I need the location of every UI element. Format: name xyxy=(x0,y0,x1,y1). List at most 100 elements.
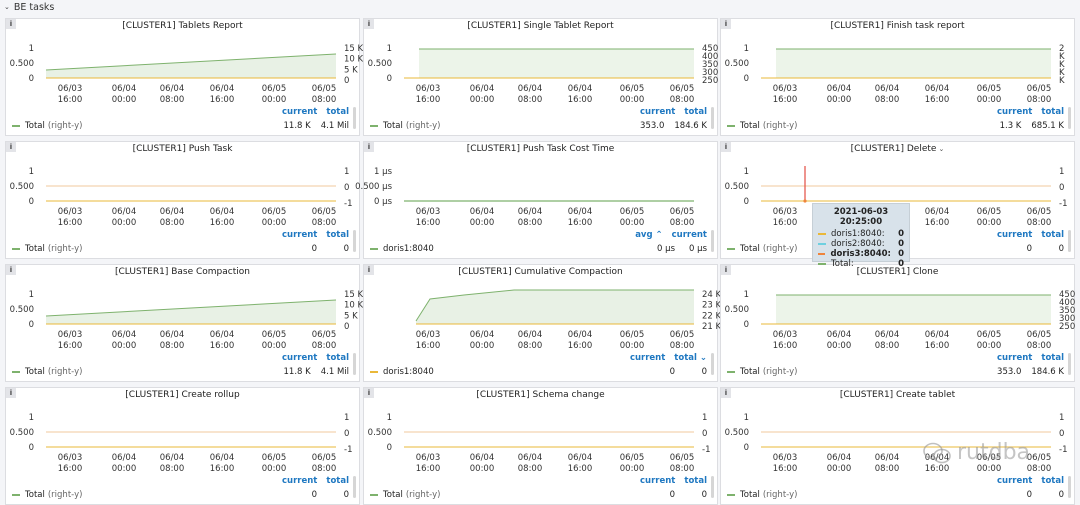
legend-series[interactable]: doris1:8040 0 0 xyxy=(370,367,707,377)
legend-scrollbar[interactable] xyxy=(1068,230,1071,252)
info-icon[interactable]: i xyxy=(721,388,731,398)
series-swatch[interactable] xyxy=(12,125,20,127)
graph-plot[interactable]: 10.500010-106/0316:0006/0400:0006/0408:0… xyxy=(6,402,361,482)
legend-series-label[interactable]: Total (right-y) xyxy=(25,121,284,131)
legend-column-header[interactable]: total xyxy=(684,107,707,117)
series-swatch[interactable] xyxy=(370,371,378,373)
info-icon[interactable]: i xyxy=(6,19,16,29)
legend-column-header[interactable]: current xyxy=(282,230,318,240)
row-header-be-tasks[interactable]: ⌄ BE tasks xyxy=(0,0,1080,14)
legend-series[interactable]: Total (right-y) 0 0 xyxy=(727,244,1064,254)
graph-plot[interactable]: 10.500045040035030025006/0316:0006/0400:… xyxy=(721,279,1076,359)
graph-plot[interactable]: 10.50002KKKK06/0316:0006/0400:0006/0408:… xyxy=(721,33,1076,113)
graph-panel[interactable]: i [CLUSTER1] Create rollup 1 0.500 0 1 0 -1 06/0… xyxy=(5,387,360,505)
legend-series-label[interactable]: Total (right-y) xyxy=(25,244,295,254)
panel-title[interactable]: [CLUSTER1] Create rollup xyxy=(6,390,359,400)
series-swatch[interactable] xyxy=(12,248,20,250)
legend-column-header[interactable]: current xyxy=(671,230,707,240)
info-icon[interactable]: i xyxy=(6,265,16,275)
legend-scrollbar[interactable] xyxy=(353,353,356,375)
legend-series[interactable]: Total (right-y) 11.8 K 4.1 Mil xyxy=(12,367,349,377)
legend-column-header[interactable]: current xyxy=(997,230,1033,240)
legend-series[interactable]: doris1:8040 0 µs 0 µs xyxy=(370,244,707,254)
panel-title[interactable]: [CLUSTER1] Base Compaction xyxy=(6,267,359,277)
graph-plot[interactable]: 10.500010-106/0316:0006/0400:0006/0408:0… xyxy=(364,402,719,482)
legend-series-label[interactable]: Total (right-y) xyxy=(740,244,1010,254)
legend-column-header[interactable]: total ⌄ xyxy=(674,353,707,363)
series-swatch[interactable] xyxy=(727,494,735,496)
series-swatch[interactable] xyxy=(727,125,735,127)
legend-scrollbar[interactable] xyxy=(353,230,356,252)
panel-title[interactable]: [CLUSTER1] Cumulative Compaction xyxy=(364,267,717,277)
legend-series-label[interactable]: Total (right-y) xyxy=(383,121,640,131)
panel-title[interactable]: [CLUSTER1] Push Task xyxy=(6,144,359,154)
legend-column-header[interactable]: total xyxy=(1041,107,1064,117)
legend-series-label[interactable]: Total (right-y) xyxy=(25,490,295,500)
legend-series-label[interactable]: doris1:8040 xyxy=(383,367,653,377)
panel-title[interactable]: [CLUSTER1] Create tablet xyxy=(721,390,1074,400)
legend-series-label[interactable]: Total (right-y) xyxy=(383,490,653,500)
info-icon[interactable]: i xyxy=(364,388,374,398)
panel-title[interactable]: [CLUSTER1] Single Tablet Report xyxy=(364,21,717,31)
legend-scrollbar[interactable] xyxy=(711,107,714,129)
legend-column-header[interactable]: current xyxy=(282,107,318,117)
legend-column-header[interactable]: current xyxy=(997,476,1033,486)
series-swatch[interactable] xyxy=(370,248,378,250)
legend-scrollbar[interactable] xyxy=(711,353,714,375)
legend-column-header[interactable]: current xyxy=(997,107,1033,117)
series-swatch[interactable] xyxy=(727,371,735,373)
legend-scrollbar[interactable] xyxy=(711,230,714,252)
legend-scrollbar[interactable] xyxy=(711,476,714,498)
legend-series-label[interactable]: Total (right-y) xyxy=(740,367,997,377)
legend-column-header[interactable]: current xyxy=(640,476,676,486)
info-icon[interactable]: i xyxy=(721,19,731,29)
chevron-down-icon[interactable]: ⌄ xyxy=(938,145,945,153)
graph-panel[interactable]: i [CLUSTER1] Schema change 1 0.500 0 1 0 -1 06/0… xyxy=(363,387,718,505)
panel-title[interactable]: [CLUSTER1] Clone xyxy=(721,267,1074,277)
graph-plot[interactable]: 10.500045040035030025006/0316:0006/0400:… xyxy=(364,33,719,113)
info-icon[interactable]: i xyxy=(721,265,731,275)
legend-series-label[interactable]: Total (right-y) xyxy=(740,121,999,131)
legend-column-header[interactable]: current xyxy=(640,107,676,117)
legend-column-header[interactable]: current xyxy=(629,353,666,363)
info-icon[interactable]: i xyxy=(364,142,374,152)
legend-series[interactable]: Total (right-y) 0 0 xyxy=(727,490,1064,500)
panel-title[interactable]: [CLUSTER1] Push Task Cost Time xyxy=(364,144,717,154)
graph-panel[interactable]: i [CLUSTER1] Push Task Cost Time 1 µs 0.500… xyxy=(355,141,718,259)
legend-column-header[interactable]: current xyxy=(282,476,318,486)
series-swatch[interactable] xyxy=(370,125,378,127)
legend-series[interactable]: Total (right-y) 0 0 xyxy=(12,490,349,500)
legend-series[interactable]: Total (right-y) 11.8 K 4.1 Mil xyxy=(12,121,349,131)
legend-scrollbar[interactable] xyxy=(353,476,356,498)
legend-scrollbar[interactable] xyxy=(1068,107,1071,129)
series-swatch[interactable] xyxy=(12,494,20,496)
panel-title[interactable]: [CLUSTER1] Finish task report xyxy=(721,21,1074,31)
legend-series-label[interactable]: Total (right-y) xyxy=(740,490,1010,500)
graph-panel[interactable]: i [CLUSTER1] Tablets Report 1 0.500 0 15 K 10 … xyxy=(5,18,364,136)
info-icon[interactable]: i xyxy=(721,142,731,152)
legend-scrollbar[interactable] xyxy=(1068,353,1071,375)
graph-panel[interactable]: i [CLUSTER1] Base Compaction 1 0.500 0 15 K 10… xyxy=(5,264,364,382)
info-icon[interactable]: i xyxy=(364,19,374,29)
info-icon[interactable]: i xyxy=(6,388,16,398)
legend-scrollbar[interactable] xyxy=(353,107,356,129)
legend-scrollbar[interactable] xyxy=(1068,476,1071,498)
legend-column-header[interactable]: total xyxy=(326,353,349,363)
legend-column-header[interactable]: current xyxy=(282,353,318,363)
info-icon[interactable]: i xyxy=(364,265,374,275)
legend-column-header[interactable]: total xyxy=(1041,230,1064,240)
graph-panel[interactable]: i [CLUSTER1] Clone 1 0.500 0 450 400 350 300 250 0… xyxy=(720,264,1075,382)
legend-column-header[interactable]: avg ⌃ xyxy=(635,230,663,240)
info-icon[interactable]: i xyxy=(6,142,16,152)
legend-column-header[interactable]: total xyxy=(684,476,707,486)
legend-series[interactable]: Total (right-y) 353.0 184.6 K xyxy=(370,121,707,131)
panel-title[interactable]: [CLUSTER1] Schema change xyxy=(364,390,717,400)
graph-plot[interactable]: 10.500010-106/0316:0006/0400:0006/0408:0… xyxy=(721,402,1076,482)
legend-series[interactable]: Total (right-y) 353.0 184.6 K xyxy=(727,367,1064,377)
series-swatch[interactable] xyxy=(727,248,735,250)
graph-plot[interactable]: 24 K23 K22 K21 K06/0316:0006/0400:0006/0… xyxy=(364,279,722,359)
legend-series-label[interactable]: doris1:8040 xyxy=(383,244,653,254)
panel-title[interactable]: [CLUSTER1] Delete ⌄ xyxy=(721,144,1074,154)
graph-panel[interactable]: i [CLUSTER1] Single Tablet Report 1 0.500 0 4… xyxy=(363,18,718,136)
